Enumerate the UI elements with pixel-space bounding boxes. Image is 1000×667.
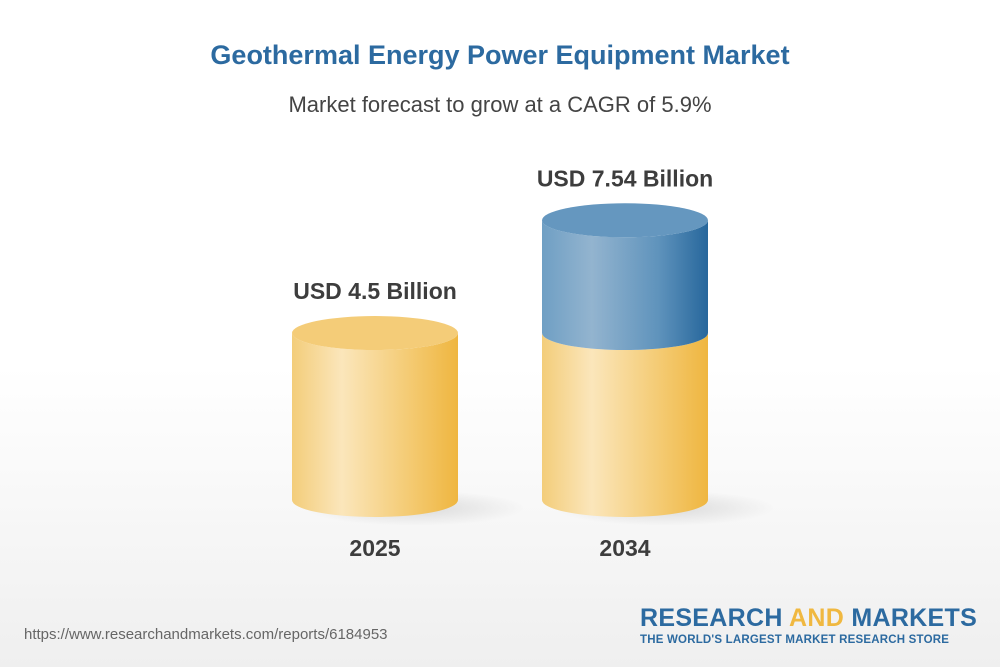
cylinder-bar-2025 [292,333,458,517]
chart-title: Geothermal Energy Power Equipment Market [210,40,790,70]
cylinder-chart: USD 4.5 Billion 2025 USD 7.54 Billion 2034 [292,165,775,561]
cylinder-top-2034 [542,203,708,238]
category-label: 2034 [599,535,650,561]
report-url[interactable]: https://www.researchandmarkets.com/repor… [24,626,388,643]
chart-subtitle: Market forecast to grow at a CAGR of 5.9… [288,92,712,117]
cylinder-growth-segment-2034 [542,220,708,351]
cylinder-top-2025 [292,316,458,351]
data-label: USD 7.54 Billion [537,165,713,191]
cylinder-base-segment-2034 [542,333,708,517]
research-and-markets-logo: RESEARCH AND MARKETS THE WORLD'S LARGEST… [640,604,978,646]
data-label: USD 4.5 Billion [293,278,457,304]
category-label: 2025 [349,535,400,561]
